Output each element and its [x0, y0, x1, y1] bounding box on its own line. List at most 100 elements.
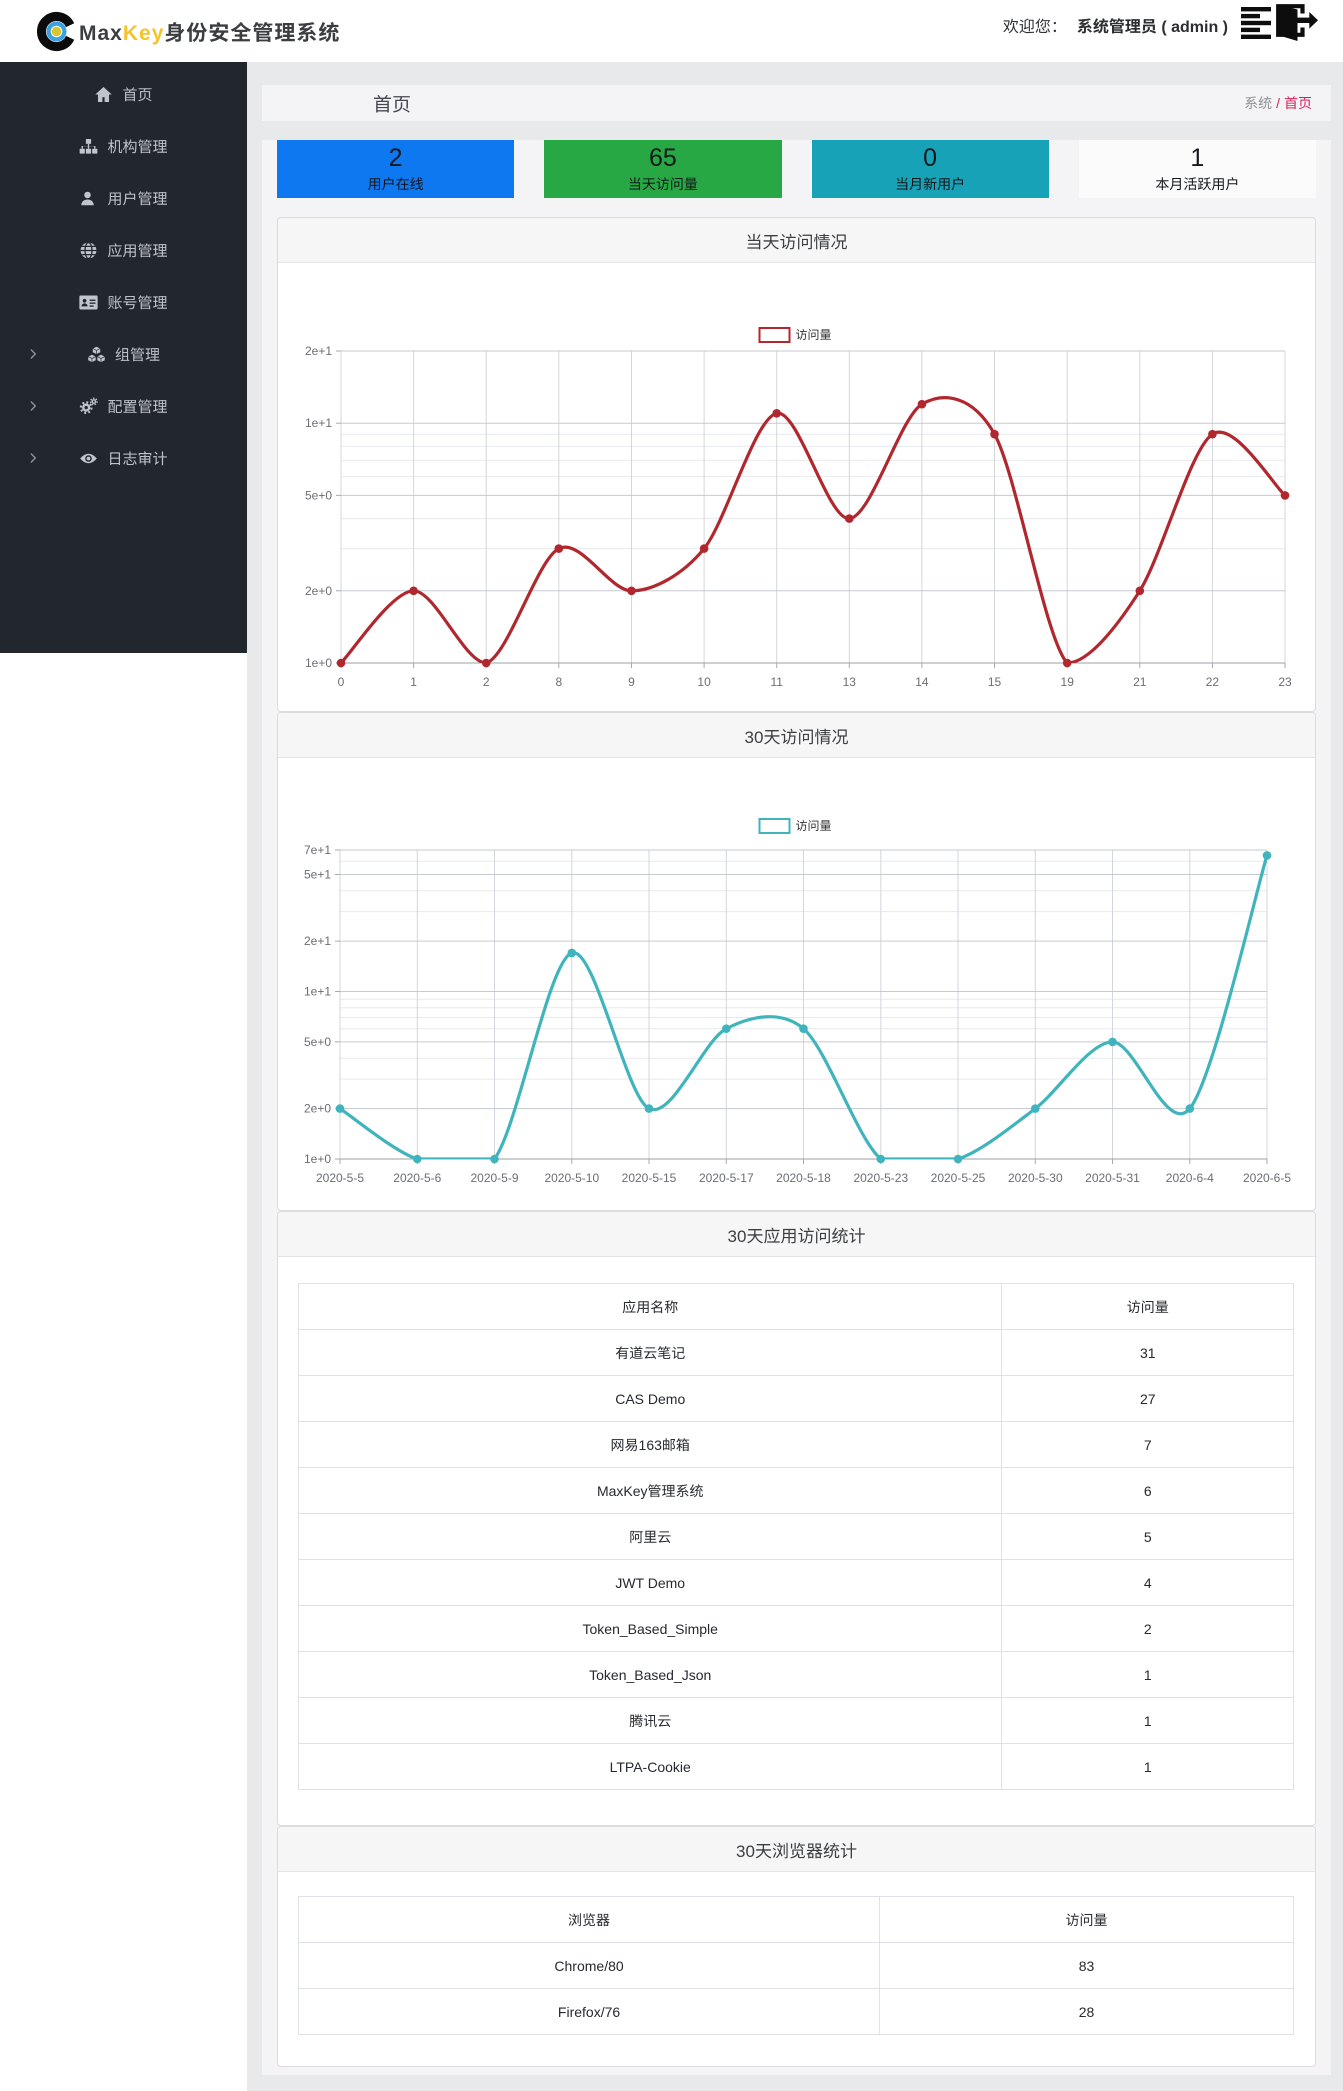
- sidebar-item-label: 账号管理: [107, 294, 168, 312]
- sidebar-item-cogs[interactable]: 配置管理: [0, 380, 247, 432]
- breadcrumb-current-link[interactable]: 首页: [1284, 95, 1312, 111]
- cogs-icon: [79, 397, 99, 416]
- svg-text:2020-5-17: 2020-5-17: [699, 1171, 754, 1185]
- panel-30day-browser-stats: 30天浏览器统计 浏览器 访问量 Chrome/80 83 Firefox/76 28: [277, 1826, 1316, 2067]
- svg-text:10: 10: [697, 675, 711, 689]
- table-cell: 4: [1001, 1559, 1294, 1606]
- stat-value: 0: [923, 144, 938, 172]
- table-row: LTPA-Cookie 1: [297, 1743, 1294, 1790]
- table-cell: 7: [1001, 1421, 1294, 1468]
- page-title: 首页: [373, 94, 412, 116]
- eye-icon: [79, 449, 98, 468]
- content-wrapper: 2 用户在线 65 当天访问量 0 当月新用户 1 本月活跃用户 当天访问情况 1e+0 2e+…: [262, 140, 1331, 2075]
- panel-30day-app-stats: 30天应用访问统计 应用名称 访问量 有道云笔记 31 CAS Demo 27 网易163邮…: [277, 1211, 1316, 1826]
- sidebar-item-label: 日志审计: [107, 450, 168, 468]
- chevron-right-icon: [26, 451, 40, 465]
- welcome-label: 欢迎您：: [1002, 19, 1067, 36]
- sidebar-item-label: 机构管理: [107, 138, 168, 156]
- sidebar-item-cubes[interactable]: 组管理: [0, 328, 247, 380]
- sidebar-item-label: 首页: [122, 86, 153, 104]
- table-cell: CAS Demo: [297, 1375, 1003, 1422]
- svg-text:1e+0: 1e+0: [305, 656, 332, 670]
- svg-text:2020-5-23: 2020-5-23: [853, 1171, 908, 1185]
- today-visits-chart[interactable]: 1e+0 2e+0 5e+0 1e+1 2e+1 0 1 2 8 9 10 11 13 14 15 19 21 2…: [278, 263, 1315, 711]
- table-cell: 6: [1001, 1467, 1294, 1514]
- stat-box-2: 0 当月新用户: [811, 140, 1049, 198]
- table-cell: 腾讯云: [297, 1697, 1003, 1744]
- table-cell: 网易163邮箱: [297, 1421, 1003, 1468]
- svg-text:2020-5-6: 2020-5-6: [393, 1171, 441, 1185]
- svg-text:2e+0: 2e+0: [304, 1102, 331, 1116]
- cubes-icon: [87, 345, 106, 364]
- chevron-right-icon: [26, 347, 40, 361]
- svg-text:9: 9: [628, 675, 635, 689]
- logout-icon[interactable]: [1276, 3, 1318, 47]
- session-list-icon[interactable]: [1241, 6, 1271, 44]
- svg-text:2020-5-31: 2020-5-31: [1085, 1171, 1140, 1185]
- 30day-visits-chart[interactable]: 1e+0 2e+0 5e+0 1e+1 2e+1 5e+1 7e+1 2020-5-5 2020…: [278, 758, 1315, 1210]
- stat-box-3: 1 本月活跃用户: [1078, 140, 1316, 198]
- table-header-row: 浏览器 访问量: [297, 1896, 1294, 1943]
- sidebar-item-sitemap[interactable]: 机构管理: [0, 120, 247, 172]
- stat-value: 2: [388, 144, 403, 172]
- id-card-icon: [79, 293, 99, 312]
- svg-text:1e+1: 1e+1: [305, 416, 332, 430]
- panel-today-visits: 当天访问情况 1e+0 2e+0 5e+0 1e+1 2e+1 0 1 2 8 9 10 11 13 14…: [277, 217, 1316, 712]
- table-row: MaxKey管理系统 6: [297, 1467, 1294, 1514]
- sitemap-icon: [79, 137, 98, 156]
- chart-legend[interactable]: 访问量: [758, 818, 832, 834]
- brand: MaxKey身份安全管理系统: [36, 11, 340, 52]
- table-cell: LTPA-Cookie: [297, 1743, 1003, 1790]
- sidebar-item-label: 组管理: [114, 346, 160, 364]
- svg-text:2: 2: [483, 675, 490, 689]
- panel-30day-visits-title: 30天访问情况: [278, 713, 1315, 758]
- table-row: 阿里云 5: [297, 1513, 1294, 1560]
- table-cell: 1: [1001, 1697, 1294, 1744]
- globe-icon: [79, 241, 98, 260]
- table-column-header: 应用名称: [297, 1283, 1003, 1330]
- sidebar-item-id-card[interactable]: 账号管理: [0, 276, 247, 328]
- svg-text:19: 19: [1061, 675, 1075, 689]
- panel-30day-browser-stats-title: 30天浏览器统计: [278, 1827, 1315, 1872]
- sidebar-item-home[interactable]: 首页: [0, 68, 247, 120]
- table-cell: 阿里云: [297, 1513, 1003, 1560]
- top-header: MaxKey身份安全管理系统 欢迎您： 系统管理员 ( admin ): [0, 0, 1343, 62]
- breadcrumb-root-link[interactable]: 系统: [1244, 95, 1273, 111]
- svg-text:7e+1: 7e+1: [304, 843, 331, 857]
- table-column-header: 浏览器: [297, 1896, 881, 1943]
- table-cell: 31: [1001, 1329, 1294, 1376]
- table-cell: 28: [879, 1988, 1294, 2035]
- sidebar-nav: 首页机构管理用户管理应用管理账号管理组管理配置管理日志审计: [0, 62, 247, 653]
- table-cell: 2: [1001, 1605, 1294, 1652]
- table-row: Token_Based_Simple 2: [297, 1605, 1294, 1652]
- svg-text:2020-6-5: 2020-6-5: [1243, 1171, 1291, 1185]
- svg-text:22: 22: [1206, 675, 1220, 689]
- sidebar-item-globe[interactable]: 应用管理: [0, 224, 247, 276]
- svg-text:1: 1: [410, 675, 417, 689]
- svg-text:1e+1: 1e+1: [304, 985, 331, 999]
- current-user: 系统管理员 ( admin ): [1076, 19, 1228, 36]
- maxkey-logo-icon: [37, 12, 75, 51]
- sidebar-item-user[interactable]: 用户管理: [0, 172, 247, 224]
- svg-text:2020-5-30: 2020-5-30: [1008, 1171, 1063, 1185]
- sidebar-item-label: 用户管理: [107, 190, 168, 208]
- app-visits-table: 应用名称 访问量 有道云笔记 31 CAS Demo 27 网易163邮箱 7 MaxKey管理…: [297, 1283, 1294, 1790]
- svg-text:访问量: 访问量: [796, 328, 832, 342]
- svg-text:2020-5-15: 2020-5-15: [622, 1171, 677, 1185]
- stat-label: 当月新用户: [895, 176, 966, 192]
- browser-visits-table: 浏览器 访问量 Chrome/80 83 Firefox/76 28: [297, 1896, 1294, 2035]
- sidebar-item-eye[interactable]: 日志审计: [0, 432, 247, 484]
- table-row: 有道云笔记 31: [297, 1329, 1294, 1376]
- svg-text:2020-5-18: 2020-5-18: [776, 1171, 831, 1185]
- main-content: 首页 系统 / 首页 2 用户在线 65 当天访问量 0 当月新用户 1 本月活跃用户 当天访问情…: [247, 62, 1343, 2091]
- table-row: Chrome/80 83: [297, 1942, 1294, 1989]
- table-row: Firefox/76 28: [297, 1988, 1294, 2035]
- table-column-header: 访问量: [879, 1896, 1294, 1943]
- table-cell: JWT Demo: [297, 1559, 1003, 1606]
- table-cell: Chrome/80: [297, 1942, 881, 1989]
- stat-label: 当天访问量: [627, 176, 698, 192]
- table-cell: Token_Based_Simple: [297, 1605, 1003, 1652]
- chart-legend[interactable]: 访问量: [758, 327, 832, 343]
- sidebar-item-label: 应用管理: [107, 242, 168, 260]
- table-cell: 1: [1001, 1743, 1294, 1790]
